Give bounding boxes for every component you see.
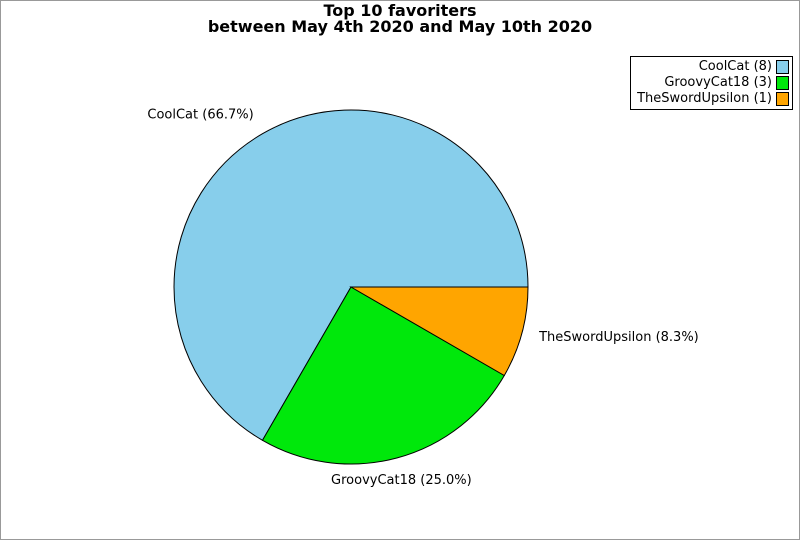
pie-slice-coolcat <box>173 109 529 441</box>
slice-label-coolcat: CoolCat (66.7%) <box>147 107 253 122</box>
legend-item: GroovyCat18 (3) <box>634 75 789 91</box>
chart-title-line2: between May 4th 2020 and May 10th 2020 <box>207 17 593 36</box>
chart-title-line1: Top 10 favoriters <box>323 1 477 20</box>
legend-item: TheSwordUpsilon (1) <box>634 91 789 107</box>
legend-swatch <box>776 92 789 106</box>
slice-label-groovycat18: GroovyCat18 (25.0%) <box>331 473 472 488</box>
slice-label-theswordupsilon: TheSwordUpsilon (8.3%) <box>538 330 699 345</box>
pie-slice-groovycat18 <box>261 286 505 465</box>
chart-title: Top 10 favoriters between May 4th 2020 a… <box>1 3 799 35</box>
pie-slice-theswordupsilon <box>349 286 529 377</box>
legend-label: GroovyCat18 (3) <box>664 75 772 90</box>
legend-label: CoolCat (8) <box>698 59 772 74</box>
legend: CoolCat (8) GroovyCat18 (3) TheSwordUpsi… <box>630 56 793 110</box>
legend-label: TheSwordUpsilon (1) <box>637 91 772 106</box>
legend-swatch <box>776 76 789 90</box>
legend-swatch <box>776 60 789 74</box>
legend-item: CoolCat (8) <box>634 59 789 75</box>
